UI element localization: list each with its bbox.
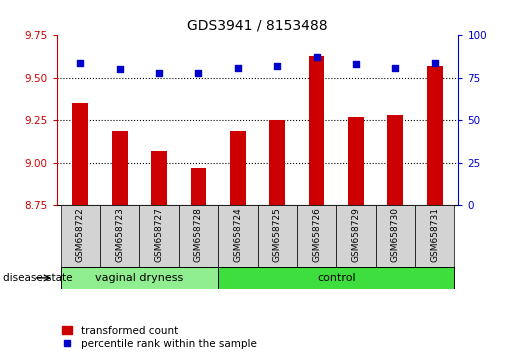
Bar — [336, 205, 375, 267]
Point — [155, 70, 163, 76]
Bar — [230, 131, 246, 205]
Text: GSM658724: GSM658724 — [233, 207, 243, 262]
Bar — [348, 117, 364, 205]
Bar — [375, 205, 415, 267]
Bar — [151, 151, 167, 205]
Bar — [297, 205, 336, 267]
Bar — [218, 267, 454, 289]
Text: GSM658726: GSM658726 — [312, 207, 321, 262]
Bar — [179, 205, 218, 267]
Text: GSM658727: GSM658727 — [154, 207, 164, 262]
Text: control: control — [317, 273, 355, 283]
Text: GSM658728: GSM658728 — [194, 207, 203, 262]
Text: vaginal dryness: vaginal dryness — [95, 273, 183, 283]
Point — [313, 55, 321, 60]
Bar — [191, 168, 207, 205]
Text: GSM658723: GSM658723 — [115, 207, 124, 262]
Bar — [73, 103, 88, 205]
Bar — [140, 205, 179, 267]
Point — [76, 60, 84, 65]
Bar — [387, 115, 403, 205]
Bar — [258, 205, 297, 267]
Bar — [269, 120, 285, 205]
Bar — [61, 267, 218, 289]
Bar — [100, 205, 140, 267]
Bar — [61, 205, 100, 267]
Point — [352, 62, 360, 67]
Text: GSM658731: GSM658731 — [430, 207, 439, 262]
Bar — [218, 205, 258, 267]
Text: GSM658730: GSM658730 — [391, 207, 400, 262]
Text: GSM658725: GSM658725 — [272, 207, 282, 262]
Point — [273, 63, 281, 69]
Legend: transformed count, percentile rank within the sample: transformed count, percentile rank withi… — [62, 326, 256, 349]
Point — [194, 70, 202, 76]
Title: GDS3941 / 8153488: GDS3941 / 8153488 — [187, 19, 328, 33]
Bar — [308, 56, 324, 205]
Text: GSM658722: GSM658722 — [76, 207, 85, 262]
Bar — [112, 131, 128, 205]
Bar — [427, 66, 442, 205]
Point — [431, 60, 439, 65]
Point — [234, 65, 242, 70]
Point — [115, 67, 124, 72]
Bar — [415, 205, 454, 267]
Point — [391, 65, 400, 70]
Text: disease state: disease state — [3, 273, 72, 283]
Text: GSM658729: GSM658729 — [351, 207, 360, 262]
